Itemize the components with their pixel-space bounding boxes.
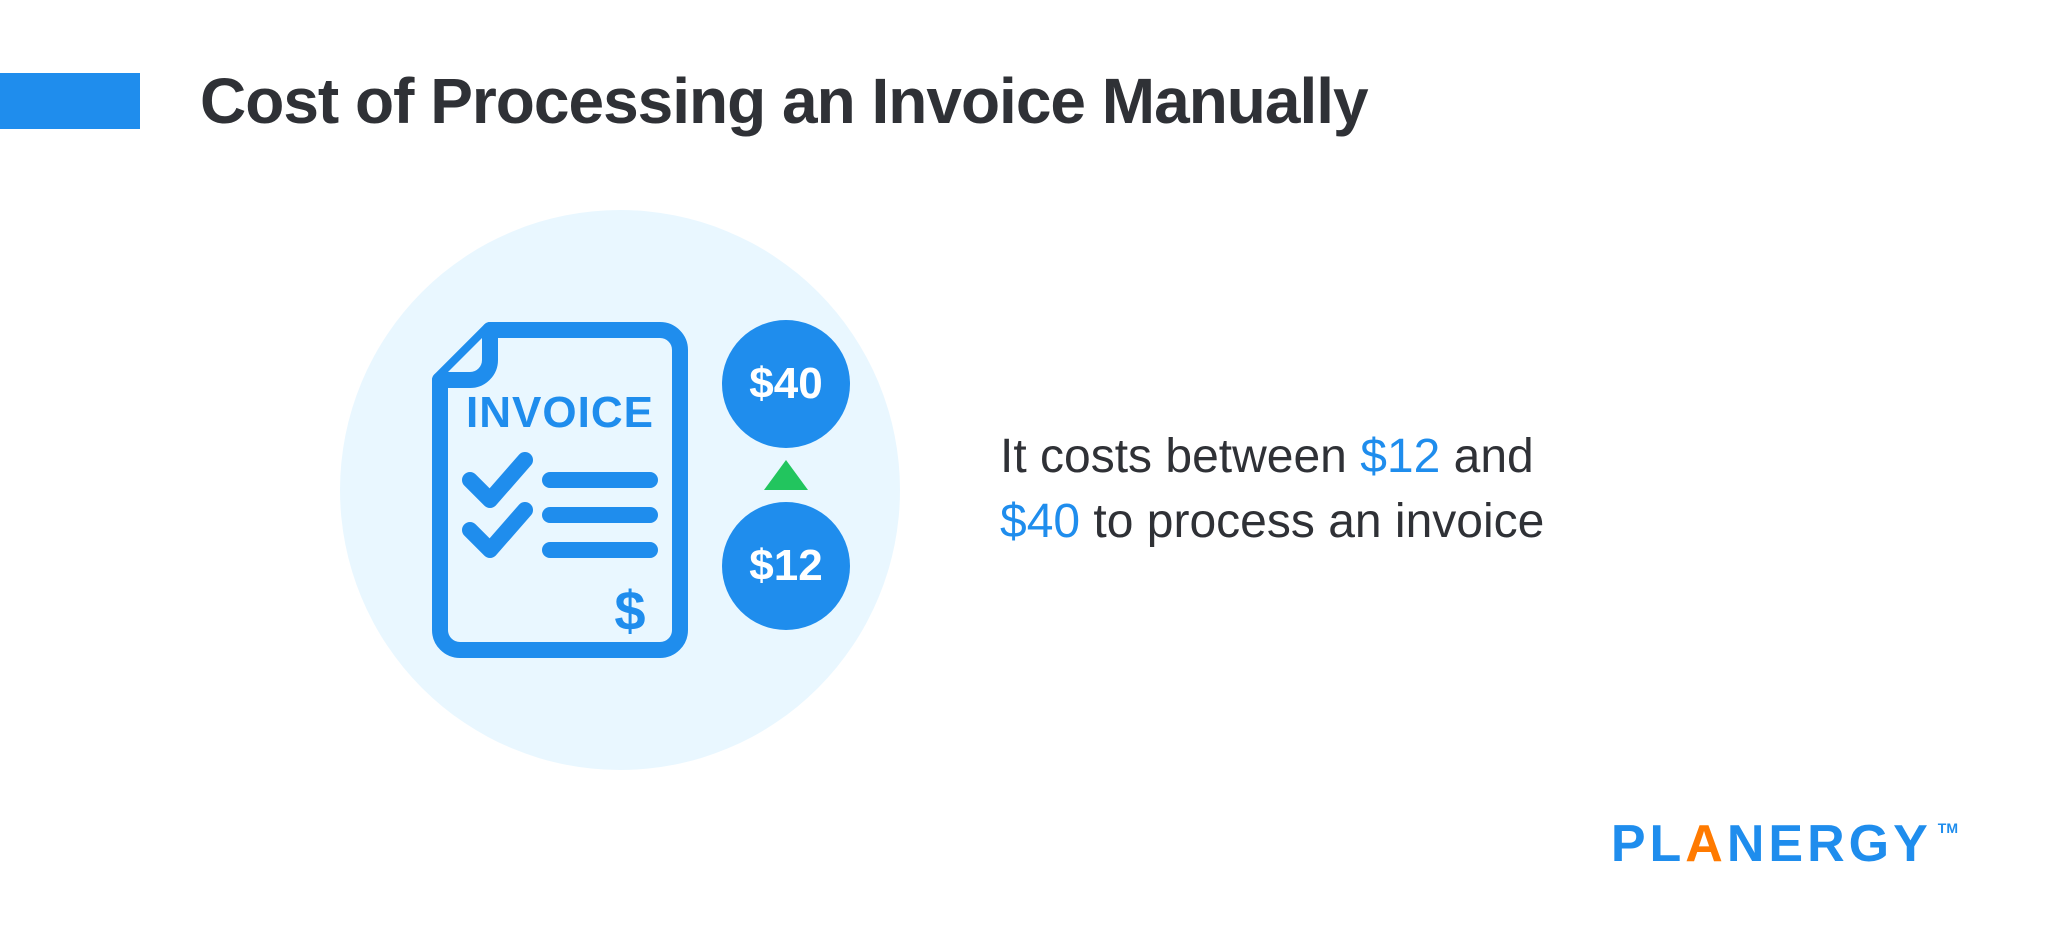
invoice-icon: $ INVOICE	[430, 320, 690, 660]
logo-part-2: NERGY	[1727, 814, 1932, 874]
price-bubble-low: $12	[722, 502, 850, 630]
header-accent-bar	[0, 73, 140, 129]
page-title: Cost of Processing an Invoice Manually	[200, 64, 1368, 138]
brand-logo: PLANERGY TM	[1611, 814, 1958, 874]
svg-text:$: $	[614, 579, 645, 642]
logo-part-1: PL	[1611, 814, 1685, 874]
logo-trademark: TM	[1938, 820, 1958, 836]
desc-part-2: and	[1440, 430, 1533, 483]
arrow-up-icon	[764, 460, 808, 490]
header: Cost of Processing an Invoice Manually	[0, 64, 1368, 138]
desc-part-1: It costs between	[1000, 430, 1360, 483]
logo-accent-letter: A	[1685, 814, 1727, 874]
desc-part-3: to process an invoice	[1080, 495, 1544, 548]
infographic: $ INVOICE $40 $12	[340, 210, 900, 770]
invoice-icon-label: INVOICE	[430, 388, 690, 438]
price-range-bubbles: $40 $12	[722, 320, 850, 630]
main-row: $ INVOICE $40 $12 It costs between $12 a…	[340, 210, 1544, 770]
desc-highlight-low: $12	[1360, 430, 1440, 483]
description-text: It costs between $12 and $40 to process …	[1000, 425, 1544, 555]
desc-highlight-high: $40	[1000, 495, 1080, 548]
price-bubble-high: $40	[722, 320, 850, 448]
